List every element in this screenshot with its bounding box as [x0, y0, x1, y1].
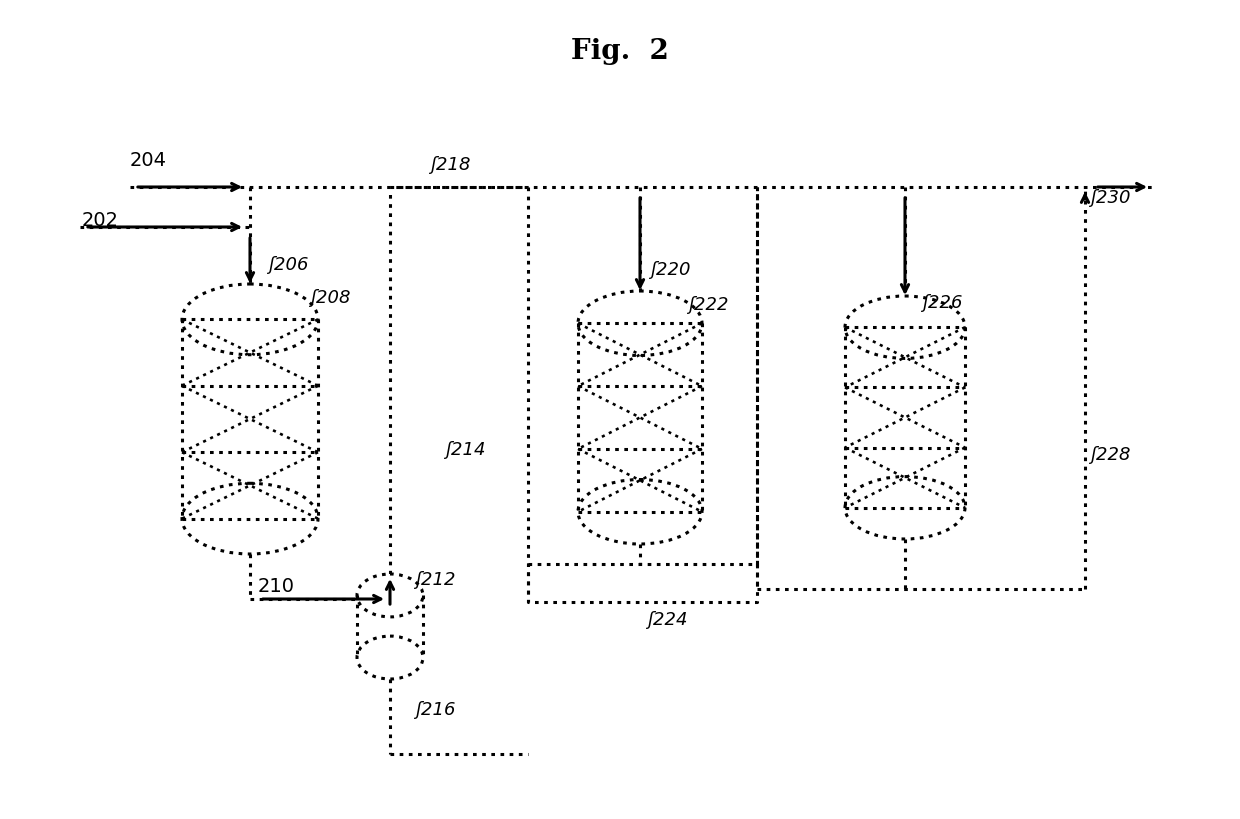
Text: ʃ224: ʃ224	[647, 610, 687, 628]
Ellipse shape	[578, 480, 702, 545]
Text: ʃ206: ʃ206	[268, 256, 309, 274]
Text: ʃ230: ʃ230	[1090, 188, 1131, 206]
Text: ʃ214: ʃ214	[445, 441, 486, 459]
Text: 210: 210	[258, 577, 295, 595]
Ellipse shape	[578, 292, 702, 356]
Text: ʃ216: ʃ216	[415, 700, 455, 718]
Text: ʃ226: ʃ226	[923, 294, 962, 311]
Text: ʃ208: ʃ208	[310, 288, 351, 306]
Text: ʃ222: ʃ222	[688, 296, 728, 314]
Text: ʃ228: ʃ228	[1090, 446, 1131, 464]
Text: ʃ212: ʃ212	[415, 570, 455, 588]
Ellipse shape	[182, 484, 317, 554]
Ellipse shape	[182, 285, 317, 355]
Ellipse shape	[844, 477, 965, 540]
Text: 202: 202	[82, 210, 119, 229]
Text: 204: 204	[130, 151, 167, 170]
Polygon shape	[357, 595, 423, 658]
Text: ʃ220: ʃ220	[650, 260, 691, 278]
Ellipse shape	[357, 636, 423, 679]
Ellipse shape	[844, 296, 965, 359]
Polygon shape	[578, 324, 702, 512]
Ellipse shape	[357, 574, 423, 618]
Text: Fig.  2: Fig. 2	[572, 38, 668, 65]
Polygon shape	[844, 328, 965, 508]
Text: ʃ218: ʃ218	[430, 156, 470, 174]
Polygon shape	[182, 320, 317, 519]
